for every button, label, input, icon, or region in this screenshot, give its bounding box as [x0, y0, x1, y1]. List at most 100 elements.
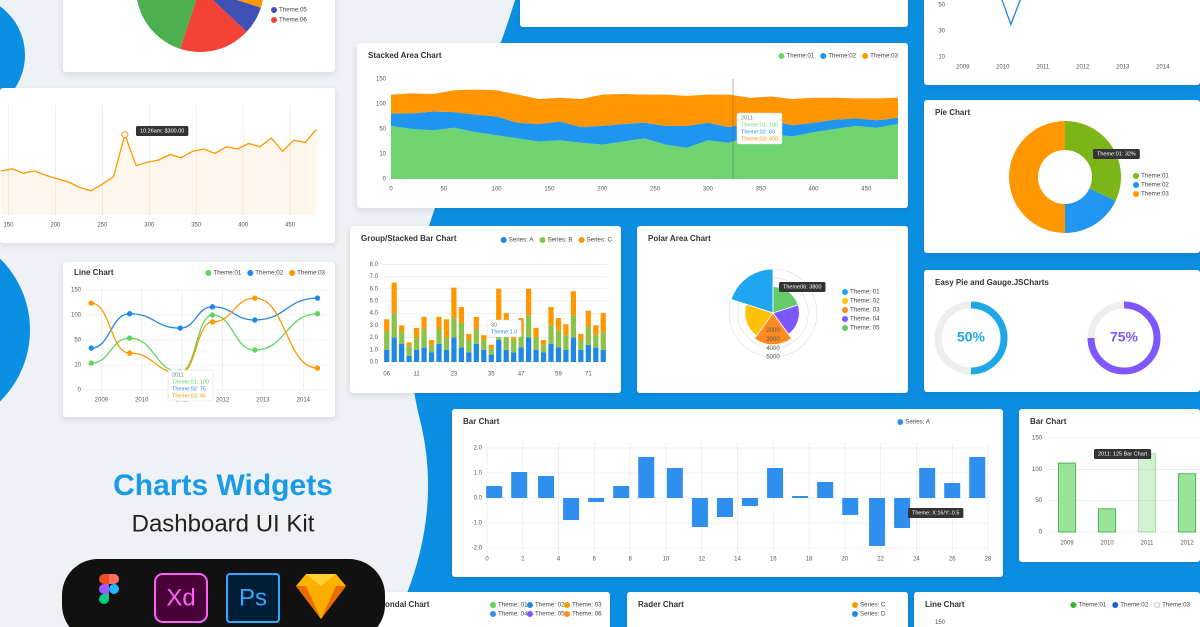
bar-segment — [413, 349, 420, 362]
bar-segment — [473, 343, 479, 362]
legend-label: Series: B — [547, 237, 572, 244]
chart-title: Easy Pie and Gauge.JSCharts — [935, 278, 1049, 287]
legend-label: Series: D — [860, 611, 886, 618]
bar-segment — [511, 352, 517, 362]
bar-segment — [443, 349, 450, 362]
chart-title: Line Chart — [925, 600, 965, 609]
x-tick-label: 16 — [770, 557, 777, 563]
legend-label: Theme: 05 — [535, 611, 565, 618]
polar-slice — [730, 268, 774, 314]
x-tick-label: 2009 — [956, 65, 970, 71]
card — [924, 0, 1200, 85]
bar-segment — [458, 322, 465, 348]
tooltip-text: 10:26am: $300.00 — [140, 128, 184, 134]
gauge-arc — [1087, 301, 1161, 375]
y-tick-label: 150 — [71, 288, 82, 294]
card — [924, 100, 1200, 253]
chart-title: Polar Area Chart — [648, 234, 711, 243]
tooltip-text: Theme:1.0 — [491, 329, 517, 335]
bar-segment — [585, 310, 591, 327]
legend-label: Theme:01 — [213, 270, 241, 277]
tooltip-text: 30 — [491, 322, 497, 328]
x-tick-label: 300 — [144, 223, 155, 229]
bar-segment — [428, 340, 435, 345]
x-tick-label: 100 — [492, 187, 503, 193]
bar-segment — [384, 331, 390, 350]
bar — [1058, 462, 1076, 533]
bar-segment — [511, 340, 517, 353]
subheadline: Dashboard UI Kit — [132, 510, 315, 537]
bar-segment — [525, 315, 532, 338]
bar — [742, 498, 759, 506]
legend-marker — [1133, 181, 1140, 188]
legend-marker — [1112, 602, 1119, 609]
legend-marker — [247, 269, 254, 276]
bar-segment — [548, 343, 554, 362]
tooltip-text: Theme06: 3800 — [783, 284, 822, 290]
bar-segment — [406, 346, 412, 356]
tooltip-text: Theme:03: 45 — [172, 393, 206, 399]
legend-marker — [489, 602, 496, 609]
x-tick-label: 2012 — [1180, 541, 1194, 547]
y-tick-label: 4.0 — [370, 311, 379, 317]
legend-label: Series: C — [860, 602, 886, 609]
y-tick-label: 5.0 — [370, 299, 379, 305]
legend-marker — [842, 324, 849, 331]
x-tick-label: 2011 — [1036, 65, 1050, 71]
bar-segment — [421, 329, 427, 348]
legend-marker — [1154, 602, 1161, 609]
x-tick-label: 350 — [191, 223, 202, 229]
bar-segment — [563, 324, 569, 336]
tooltip-text: Theme:01: 32% — [1097, 151, 1136, 157]
x-tick-label: 400 — [238, 223, 249, 229]
point — [314, 311, 321, 317]
x-tick-label: 0 — [485, 557, 489, 563]
bar — [894, 498, 911, 528]
tooltip-text: Theme: X:16/Y:-0.5 — [912, 510, 959, 516]
bar — [613, 486, 630, 498]
bar-segment — [428, 352, 435, 362]
bar-segment — [548, 307, 554, 326]
legend-label: Theme: 02 — [850, 298, 880, 305]
y-tick-label: 100 — [376, 102, 387, 108]
bar-segment — [518, 332, 524, 348]
y-tick-label: 3.0 — [370, 323, 379, 329]
x-tick-label: 2009 — [1060, 541, 1074, 547]
tools-pill — [62, 559, 385, 627]
x-tick-label: 23 — [451, 372, 458, 378]
bar — [1178, 473, 1196, 533]
point — [177, 325, 183, 331]
legend-marker — [489, 611, 496, 618]
legend-marker — [205, 269, 212, 276]
legend-label: Theme:01 — [1141, 173, 1169, 180]
bar — [486, 486, 503, 498]
x-tick-label: 2014 — [297, 398, 311, 404]
bar-segment — [443, 337, 450, 350]
x-tick-label: 0 — [389, 187, 393, 193]
card — [350, 226, 621, 393]
y-tick-label: 0.0 — [370, 360, 379, 366]
bar — [716, 498, 733, 517]
legend-label: Theme: 04 — [498, 611, 528, 618]
bar-segment — [555, 347, 562, 362]
x-tick-label: 2012 — [216, 398, 230, 404]
bar-segment — [481, 349, 487, 362]
x-tick-label: 450 — [285, 223, 296, 229]
bar-segment — [585, 344, 591, 362]
bar-segment — [458, 347, 465, 362]
x-tick-label: 250 — [650, 187, 661, 193]
bar-segment — [533, 337, 539, 350]
r-tick-label: 5000 — [766, 355, 780, 361]
bar-segment — [473, 316, 479, 330]
bar-segment — [593, 325, 599, 336]
bar — [842, 498, 859, 515]
figma-icon — [99, 574, 119, 604]
bar-segment — [555, 318, 562, 331]
y-tick-label: 2.0 — [370, 335, 379, 341]
bar-segment — [593, 347, 599, 362]
y-tick-label: -1.0 — [472, 521, 483, 527]
bar — [1138, 453, 1156, 533]
y-tick-label: 100 — [71, 313, 82, 319]
ps-label: Ps — [239, 584, 267, 611]
